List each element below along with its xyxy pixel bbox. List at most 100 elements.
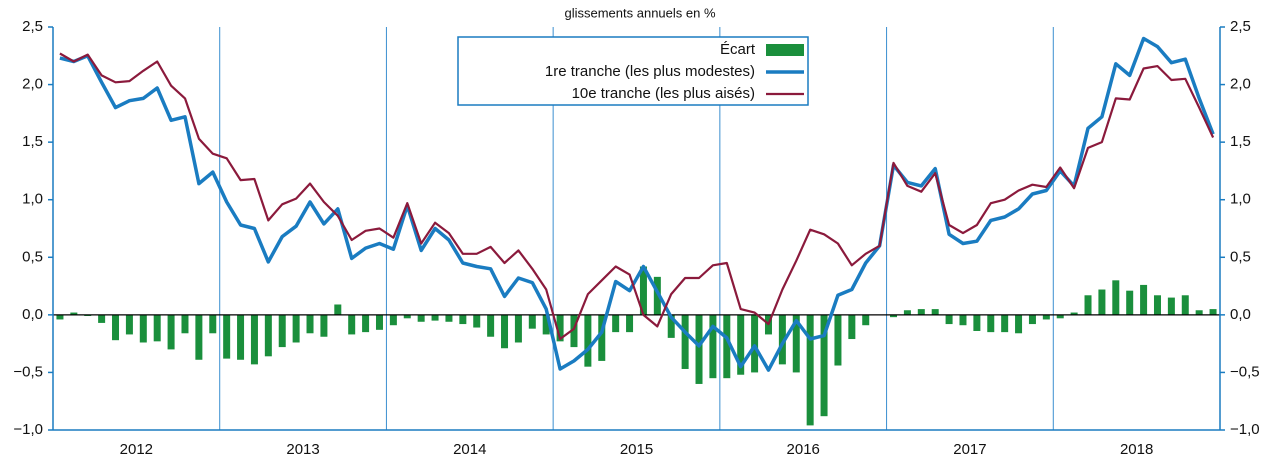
bar (292, 314, 300, 343)
bar (139, 314, 147, 343)
bar (1140, 284, 1148, 315)
y-tick-label: 2,5 (22, 18, 43, 35)
line (59, 36, 1215, 372)
x-tick-label: 2014 (453, 441, 486, 458)
legend-label: 1re tranche (les plus modestes) (545, 63, 755, 80)
bar (362, 314, 370, 333)
bar (806, 314, 814, 426)
y2-tick-label: 2,5 (1230, 18, 1251, 35)
bar (612, 314, 620, 333)
bar (626, 314, 634, 333)
bar (473, 314, 481, 328)
x-tick-label: 2016 (787, 441, 820, 458)
bar (167, 314, 175, 350)
bar (903, 310, 911, 315)
bar (1098, 289, 1106, 315)
y2-tick-label: 1,0 (1230, 191, 1251, 208)
bar (514, 314, 522, 343)
y2-tick-label: −1,0 (1230, 421, 1260, 438)
y-tick-label: 0,5 (22, 248, 43, 265)
bar (681, 314, 689, 369)
bar (973, 314, 981, 331)
bar (389, 314, 397, 326)
bar (320, 314, 328, 337)
bar (1028, 314, 1036, 325)
bar (223, 314, 231, 359)
bar (250, 314, 258, 365)
y2-tick-label: −0,5 (1230, 363, 1260, 380)
bar (278, 314, 286, 348)
bar (459, 314, 467, 325)
bar (1153, 295, 1161, 315)
bar (195, 314, 203, 360)
bar (70, 312, 78, 315)
bar (1167, 297, 1175, 315)
bar (209, 314, 217, 334)
bar (181, 314, 189, 334)
bar (528, 314, 536, 329)
legend-swatch (766, 44, 804, 56)
bar (98, 314, 106, 323)
bar (1181, 295, 1189, 315)
bar (1195, 310, 1203, 315)
bar (1209, 309, 1217, 315)
bar (890, 314, 898, 318)
line (59, 52, 1215, 341)
bar (403, 314, 411, 319)
bar (862, 314, 870, 326)
bar (639, 266, 647, 315)
bar (848, 314, 856, 340)
y2-tick-label: 2,0 (1230, 76, 1251, 93)
bar (1112, 280, 1120, 315)
y-tick-label: −0,5 (13, 363, 43, 380)
bar (125, 314, 133, 335)
bar (1084, 295, 1092, 315)
bar (792, 314, 800, 373)
bar (987, 314, 995, 333)
bar (542, 314, 550, 335)
bar (1126, 290, 1134, 315)
x-tick-label: 2017 (953, 441, 986, 458)
bar (834, 314, 842, 366)
y-tick-label: 0,0 (22, 306, 43, 323)
bar (737, 314, 745, 375)
bar (417, 314, 425, 322)
y-tick-label: 1,5 (22, 133, 43, 150)
x-tick-label: 2015 (620, 441, 653, 458)
bar (667, 314, 675, 338)
legend-box (457, 36, 809, 106)
x-tick-label: 2018 (1120, 441, 1153, 458)
bar (1070, 312, 1078, 315)
chart-subtitle: glissements annuels en % (564, 5, 715, 20)
bar (653, 276, 661, 315)
y2-tick-label: 0,5 (1230, 248, 1251, 265)
y2-tick-label: 0,0 (1230, 306, 1251, 323)
bar (695, 314, 703, 384)
bar (375, 314, 383, 330)
bar (306, 314, 314, 334)
bar (1015, 314, 1023, 334)
bar (556, 314, 564, 342)
bar (445, 314, 453, 322)
bar (931, 309, 939, 315)
bar (1056, 314, 1064, 319)
y2-tick-label: 1,5 (1230, 133, 1251, 150)
bar (501, 314, 509, 349)
bar (56, 314, 64, 320)
bar (112, 314, 120, 341)
bar (945, 314, 953, 325)
x-tick-label: 2013 (286, 441, 319, 458)
y-tick-label: −1,0 (13, 421, 43, 438)
bar (153, 314, 161, 342)
y-tick-label: 1,0 (22, 191, 43, 208)
bar (917, 309, 925, 315)
bar (1042, 314, 1050, 320)
bar (487, 314, 495, 337)
bar (598, 314, 606, 361)
bar (584, 314, 592, 367)
bar (959, 314, 967, 326)
bar (778, 314, 786, 365)
bar (348, 314, 356, 335)
bar (334, 304, 342, 315)
